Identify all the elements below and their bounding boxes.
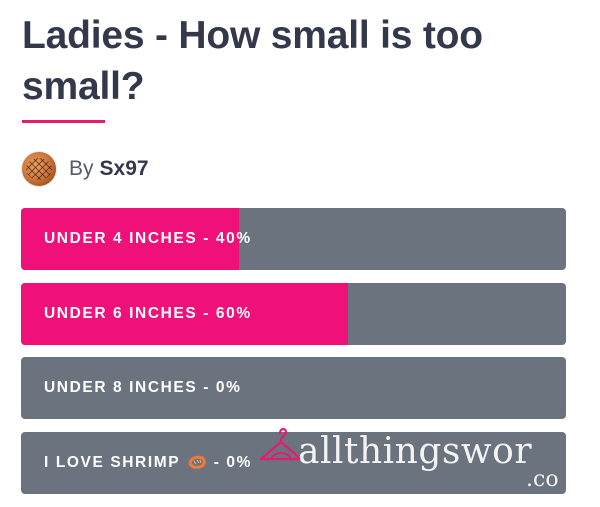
poll-option-label-start: I LOVE SHRIMP	[44, 454, 186, 471]
author-name[interactable]: Sx97	[99, 157, 149, 180]
title-underline	[22, 120, 105, 123]
poll-option-under-4[interactable]: UNDER 4 INCHES - 40%	[21, 208, 566, 270]
poll-option-fill	[21, 283, 348, 345]
shrimp-icon	[188, 434, 206, 469]
poll-option-label: UNDER 8 INCHES - 0%	[44, 379, 242, 396]
page-title: Ladies - How small is too small?	[22, 14, 483, 108]
by-label: By	[69, 157, 94, 180]
author-row: By Sx97	[21, 151, 149, 187]
poll-option-label: UNDER 6 INCHES - 60%	[44, 305, 252, 322]
poll-option-label: I LOVE SHRIMP - 0%	[44, 432, 252, 494]
poll-option-under-8[interactable]: UNDER 8 INCHES - 0%	[21, 357, 566, 419]
poll-option-shrimp[interactable]: I LOVE SHRIMP - 0%	[21, 432, 566, 494]
poll-option-label-end: - 0%	[207, 454, 253, 471]
avatar[interactable]	[21, 151, 57, 187]
poll-option-label: UNDER 4 INCHES - 40%	[44, 230, 252, 247]
poll-option-fill	[21, 208, 239, 270]
poll-option-under-6[interactable]: UNDER 6 INCHES - 60%	[21, 283, 566, 345]
